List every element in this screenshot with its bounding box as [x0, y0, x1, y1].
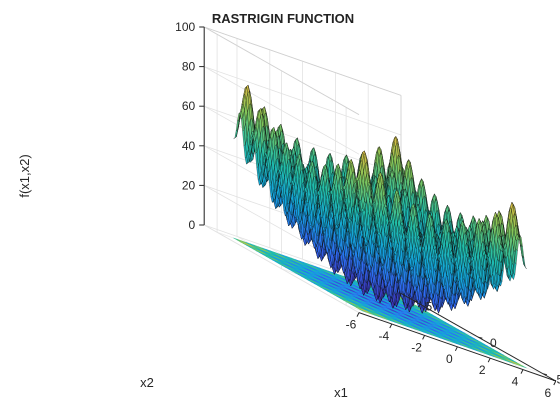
- surface-mesh: [233, 84, 527, 314]
- box-edge: [204, 26, 360, 115]
- box-edge: [204, 26, 402, 96]
- back-wall-gridline: [204, 66, 402, 136]
- side-wall-gridline: [204, 66, 360, 155]
- side-wall-gridline: [204, 224, 360, 313]
- back-wall-gridline: [204, 105, 402, 175]
